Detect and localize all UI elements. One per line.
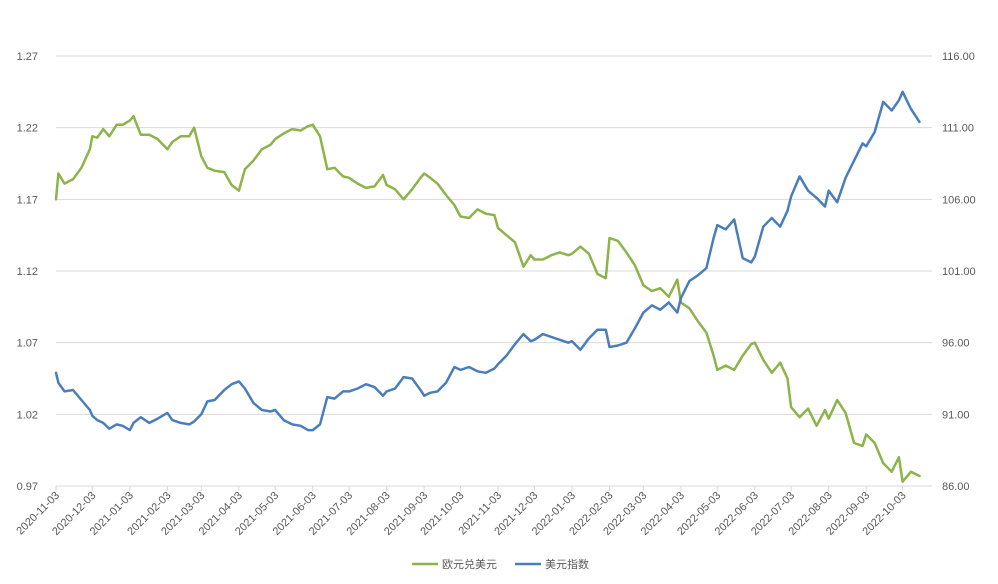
left-y-tick-label: 1.17 [17,194,38,206]
right-y-tick-label: 101.00 [942,266,976,278]
left-y-tick-label: 1.27 [17,51,38,63]
right-y-tick-label: 116.00 [942,51,975,63]
legend-label-dxy: 美元指数 [545,557,589,571]
legend: 欧元兑美元 美元指数 [412,557,589,571]
left-y-tick-label: 1.12 [17,266,38,278]
right-y-axis: 86.00 91.00 96.00 101.00 106.00 111.00 116.00 [942,51,976,493]
series-layer [54,90,921,483]
series-line-dxy [54,90,921,432]
right-y-tick-label: 91.00 [942,409,970,421]
right-y-tick-label: 96.00 [942,338,970,350]
left-y-tick-label: 0.97 [17,481,38,493]
left-y-tick-label: 1.07 [17,338,38,350]
left-y-axis: 0.97 1.02 1.07 1.12 1.17 1.22 1.27 [17,51,38,493]
right-y-tick-label: 86.00 [942,481,970,493]
left-y-tick-label: 1.22 [17,123,38,135]
right-y-tick-label: 111.00 [942,123,974,135]
series-line-eurusd [54,114,921,483]
left-y-tick-label: 1.02 [17,409,38,421]
right-y-tick-label: 106.00 [942,194,976,206]
legend-label-eurusd: 欧元兑美元 [442,557,497,571]
